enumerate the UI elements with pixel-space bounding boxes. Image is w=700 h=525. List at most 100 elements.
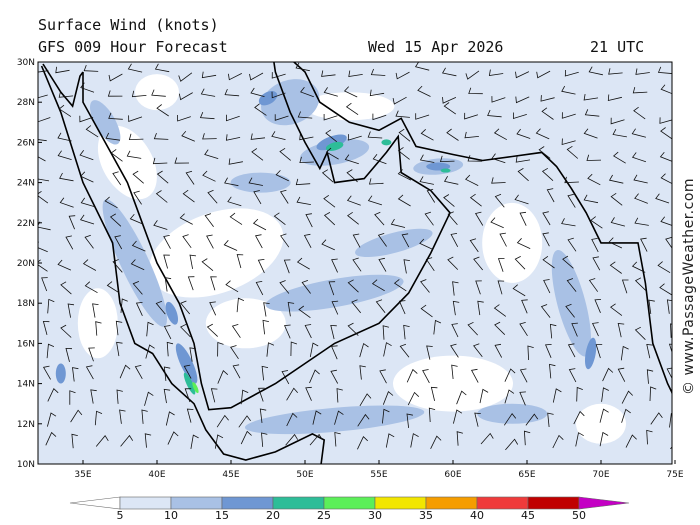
wind-barb [648,299,655,315]
wind-barb [426,345,433,360]
wind-barb [561,218,576,227]
wind-barb [271,91,286,99]
colorbar-label: 10 [164,509,178,522]
wind-barb [305,213,313,228]
wind-barb [250,133,266,140]
wind-barb [599,431,609,447]
wind-barb [660,127,672,140]
wind-barb [415,113,430,120]
wind-barb [371,279,385,292]
wind-barb [298,305,311,319]
wind-barb [351,299,362,314]
wind-barb [178,72,193,82]
wind-barb [177,114,191,122]
wind-barb [281,370,290,385]
wind-barb [621,408,631,423]
wind-barb [465,174,479,186]
wind-barb [514,194,529,205]
wind-barb [352,257,362,272]
wind-barb [515,156,531,163]
wind-barb [263,302,270,317]
wind-barb [236,254,244,269]
wind-barb [180,300,191,315]
wind-barb [480,432,494,445]
wind-barb [189,347,196,362]
wind-barb [230,345,239,360]
wind-barb [84,234,94,249]
wind-barb [251,148,264,161]
wind-barb [521,299,528,314]
wind-barb [120,434,134,447]
wind-barb [646,369,654,384]
forecast-time: 21 UTC [590,38,644,56]
wind-barb [512,284,526,297]
wind-barb [254,234,263,249]
wind-barb [146,321,154,337]
wind-barb [167,431,179,445]
wind-barb [390,218,406,228]
wind-barb [420,279,430,293]
wind-barb [666,299,672,314]
wind-barb [410,433,419,448]
wind-barb [546,188,555,203]
wind-barb [210,276,217,291]
wind-barb [430,435,442,449]
wind-shading [584,337,597,370]
wind-barb [374,211,385,226]
wind-barb [576,386,583,402]
wind-barb [602,367,614,382]
wind-barb [542,211,551,226]
wind-barb [309,342,319,357]
wind-shading [393,355,513,412]
wind-barb [417,85,431,97]
wind-barb [183,364,192,379]
wind-barb [189,254,197,269]
wind-barb [617,367,626,382]
wind-barb [610,303,623,316]
wind-barb [252,218,267,231]
wind-barb [649,386,657,402]
wind-barb [422,369,430,384]
wind-barb [104,196,118,209]
wind-barb [334,410,344,425]
wind-barb [447,256,459,270]
wind-barb [367,131,383,139]
wind-barb [47,412,57,427]
wind-barb [132,281,143,295]
wind-barb [541,107,554,120]
wind-shading [304,92,395,121]
wind-barb [224,88,240,97]
lon-label: 45E [222,470,239,480]
wind-barb [38,139,47,142]
wind-barb [275,170,289,182]
wind-barb [527,345,534,361]
wind-barb [271,72,286,79]
wind-barb [519,391,526,406]
lat-label: 16N [17,339,35,349]
wind-barb [538,146,551,159]
wind-barb [561,138,576,146]
colorbar-label: 15 [215,509,229,522]
wind-barb [397,169,412,181]
wind-barb [552,434,564,449]
wind-barb [588,66,603,76]
wind-barb [286,412,298,427]
wind-barb [163,366,171,381]
wind-shading [55,363,66,384]
wind-barb [258,387,265,402]
wind-barb [59,172,74,182]
wind-barb [439,155,455,163]
wind-barb [343,86,358,98]
wind-barb [612,129,627,138]
wind-barb [545,344,552,358]
wind-barb [155,190,168,203]
wind-barb [640,237,648,252]
wind-barb [497,258,505,272]
wind-shading [261,79,320,126]
wind-barb [668,343,672,354]
wind-barb [153,220,168,230]
wind-barb [621,390,633,404]
wind-barb [379,369,387,384]
wind-barb [68,215,76,230]
wind-barb [657,66,672,74]
